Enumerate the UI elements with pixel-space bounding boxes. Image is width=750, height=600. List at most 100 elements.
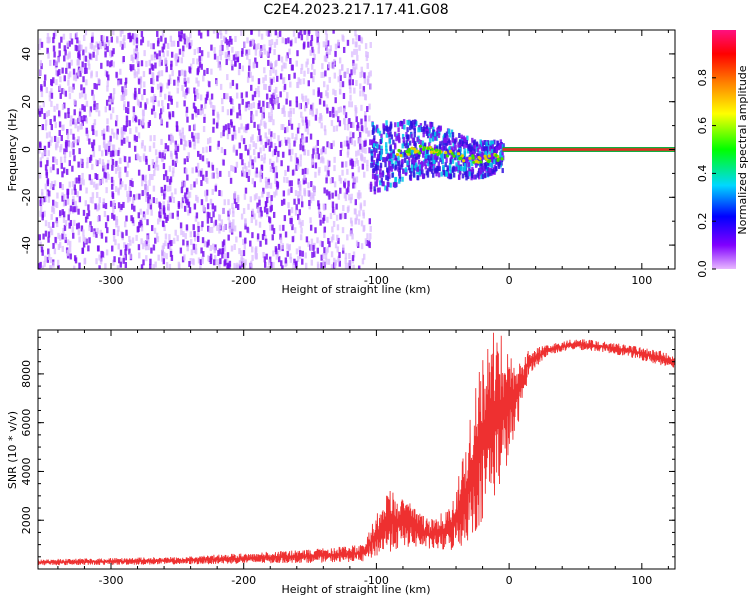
speckle: [292, 30, 296, 37]
speckle: [203, 113, 206, 120]
speckle: [366, 75, 370, 82]
speckle: [310, 72, 313, 79]
speckle: [206, 217, 210, 224]
speckle: [259, 206, 262, 213]
speckle: [104, 172, 107, 179]
speckle: [170, 133, 173, 140]
signal-peak: [407, 147, 411, 152]
signal-speckle: [372, 147, 376, 153]
speckle: [359, 83, 362, 90]
signal-peak: [421, 147, 426, 152]
speckle: [84, 55, 88, 62]
speckle: [161, 189, 164, 196]
speckle: [303, 41, 306, 48]
speckle: [243, 193, 247, 200]
speckle: [195, 77, 198, 84]
speckle: [64, 220, 68, 227]
signal-speckle: [396, 122, 400, 128]
speckle: [343, 118, 346, 125]
speckle: [209, 137, 212, 144]
speckle: [298, 209, 302, 216]
signal-speckle: [385, 175, 388, 181]
signal-peak: [429, 150, 434, 154]
signal-speckle: [437, 172, 441, 178]
speckle: [253, 149, 256, 156]
signal-speckle: [441, 154, 444, 160]
speckle: [123, 104, 126, 111]
speckle: [82, 115, 86, 122]
speckle: [332, 220, 336, 227]
speckle: [146, 191, 149, 198]
speckle: [268, 145, 272, 152]
colorbar-gradient: [712, 30, 736, 269]
speckle: [169, 176, 173, 183]
speckle: [180, 187, 184, 194]
speckle: [79, 44, 82, 51]
speckle: [43, 196, 46, 203]
speckle: [325, 90, 328, 97]
speckle: [141, 118, 145, 125]
speckle: [299, 190, 302, 197]
speckle: [44, 124, 47, 131]
speckle: [329, 177, 333, 184]
speckle: [359, 71, 362, 78]
speckle: [132, 194, 136, 201]
speckle: [112, 30, 115, 36]
speckle: [152, 78, 155, 85]
speckle: [41, 249, 44, 256]
speckle: [247, 149, 250, 156]
speckle: [238, 264, 242, 269]
speckle: [116, 230, 120, 237]
speckle: [253, 43, 256, 50]
signal-speckle: [450, 129, 454, 135]
speckle: [275, 86, 278, 93]
speckle: [236, 203, 240, 210]
speckle: [167, 103, 170, 110]
speckle: [260, 155, 264, 162]
speckle: [223, 260, 226, 267]
speckle: [293, 198, 296, 205]
speckle: [282, 107, 285, 114]
speckle: [50, 78, 53, 85]
speckle: [213, 259, 216, 266]
signal-peak: [397, 149, 401, 153]
speckle: [238, 127, 241, 134]
signal-speckle: [401, 124, 404, 130]
speckle: [64, 49, 67, 56]
signal-speckle: [435, 153, 438, 159]
speckle: [325, 104, 329, 111]
speckle: [197, 226, 200, 233]
speckle: [70, 115, 73, 122]
speckle: [306, 98, 310, 105]
speckle: [349, 131, 352, 138]
speckle: [105, 176, 108, 183]
speckle: [190, 39, 193, 46]
speckle: [133, 72, 137, 79]
signal-speckle: [466, 148, 470, 154]
speckle: [169, 250, 173, 257]
speckle: [102, 141, 106, 148]
speckle: [264, 122, 267, 129]
speckle: [119, 261, 122, 268]
signal-speckle: [433, 131, 437, 137]
speckle: [337, 76, 340, 83]
speckle: [366, 233, 369, 240]
speckle: [259, 106, 263, 113]
speckle: [330, 120, 334, 127]
speckle: [307, 41, 310, 48]
speckle: [39, 210, 42, 217]
signal-speckle: [369, 181, 373, 187]
speckle: [272, 92, 275, 99]
speckle: [85, 79, 88, 86]
speckle: [81, 172, 84, 179]
speckle: [214, 219, 218, 226]
speckle: [192, 224, 195, 231]
signal-speckle: [389, 182, 392, 188]
signal-speckle: [376, 128, 380, 134]
signal-speckle: [426, 172, 430, 178]
speckle: [134, 53, 138, 60]
speckle: [64, 199, 67, 206]
speckle: [205, 195, 208, 202]
speckle: [146, 235, 149, 242]
speckle: [309, 133, 313, 140]
